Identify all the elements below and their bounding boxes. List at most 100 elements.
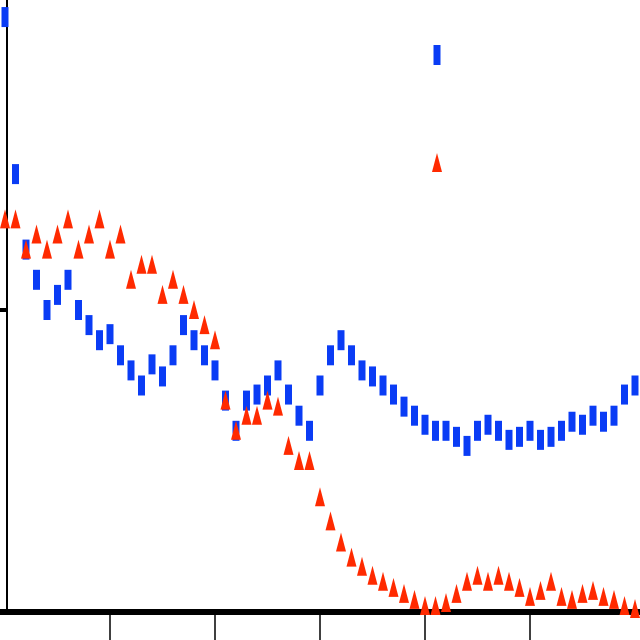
point [283, 435, 294, 455]
point [420, 595, 430, 615]
point [306, 420, 313, 441]
point [588, 580, 598, 600]
point [558, 420, 565, 441]
point [31, 224, 42, 244]
point [609, 589, 619, 609]
point [484, 414, 492, 435]
point [336, 532, 346, 552]
point [126, 269, 136, 289]
point [201, 345, 208, 366]
point [316, 375, 324, 396]
point [252, 405, 262, 425]
point [106, 324, 114, 345]
point [264, 375, 271, 396]
point [12, 164, 19, 185]
point [568, 411, 576, 432]
point [199, 315, 210, 335]
point [589, 405, 597, 426]
point [241, 405, 252, 425]
point [577, 583, 588, 603]
point [0, 209, 10, 229]
point [390, 384, 397, 405]
point [337, 330, 345, 351]
point [369, 366, 376, 387]
point [21, 239, 31, 259]
point [556, 586, 567, 606]
point [315, 487, 325, 507]
point [598, 586, 609, 606]
point [159, 366, 166, 387]
point [96, 330, 103, 351]
point [304, 451, 315, 470]
point [210, 330, 220, 350]
point [325, 511, 336, 531]
point [367, 565, 378, 585]
point [117, 345, 124, 366]
point [483, 571, 493, 591]
point [85, 315, 93, 336]
point [451, 583, 462, 603]
point [273, 396, 283, 416]
point [610, 405, 618, 426]
point [630, 598, 640, 618]
point [619, 595, 630, 615]
point [346, 547, 357, 567]
point [474, 420, 481, 441]
point [537, 429, 544, 450]
point [52, 224, 63, 244]
point [421, 414, 429, 435]
point [10, 209, 21, 229]
point [285, 384, 292, 405]
point [504, 571, 514, 591]
point [211, 360, 219, 381]
point [495, 420, 502, 441]
point [75, 300, 82, 320]
point [505, 429, 513, 450]
point [378, 571, 388, 591]
point [138, 375, 145, 396]
point [462, 571, 472, 591]
point [399, 583, 409, 603]
point [33, 269, 40, 290]
legend-marker [432, 153, 442, 172]
point [516, 426, 523, 447]
point [409, 589, 420, 609]
point [547, 426, 555, 447]
point [178, 284, 189, 304]
point [430, 595, 441, 615]
point [220, 390, 231, 410]
point [253, 384, 261, 405]
point [157, 284, 168, 304]
point [514, 577, 525, 597]
point [262, 390, 273, 410]
point [243, 390, 250, 411]
point [358, 360, 366, 381]
point [1, 7, 9, 28]
point [294, 451, 304, 470]
point [169, 345, 177, 366]
point [526, 420, 534, 441]
point [168, 269, 178, 289]
point [567, 589, 577, 609]
point [493, 565, 504, 585]
point [43, 300, 51, 320]
point [127, 360, 135, 381]
point [579, 414, 586, 435]
point [54, 284, 61, 305]
point [348, 345, 355, 366]
point [115, 224, 126, 244]
point [274, 360, 282, 381]
point [432, 420, 439, 441]
point [63, 209, 73, 229]
point [231, 420, 241, 440]
point [189, 300, 199, 319]
point [621, 384, 628, 405]
point [357, 556, 367, 576]
point [525, 586, 535, 606]
point [147, 254, 157, 274]
legend-marker [433, 45, 441, 65]
point [105, 239, 115, 259]
point [463, 435, 471, 456]
point [442, 420, 450, 441]
